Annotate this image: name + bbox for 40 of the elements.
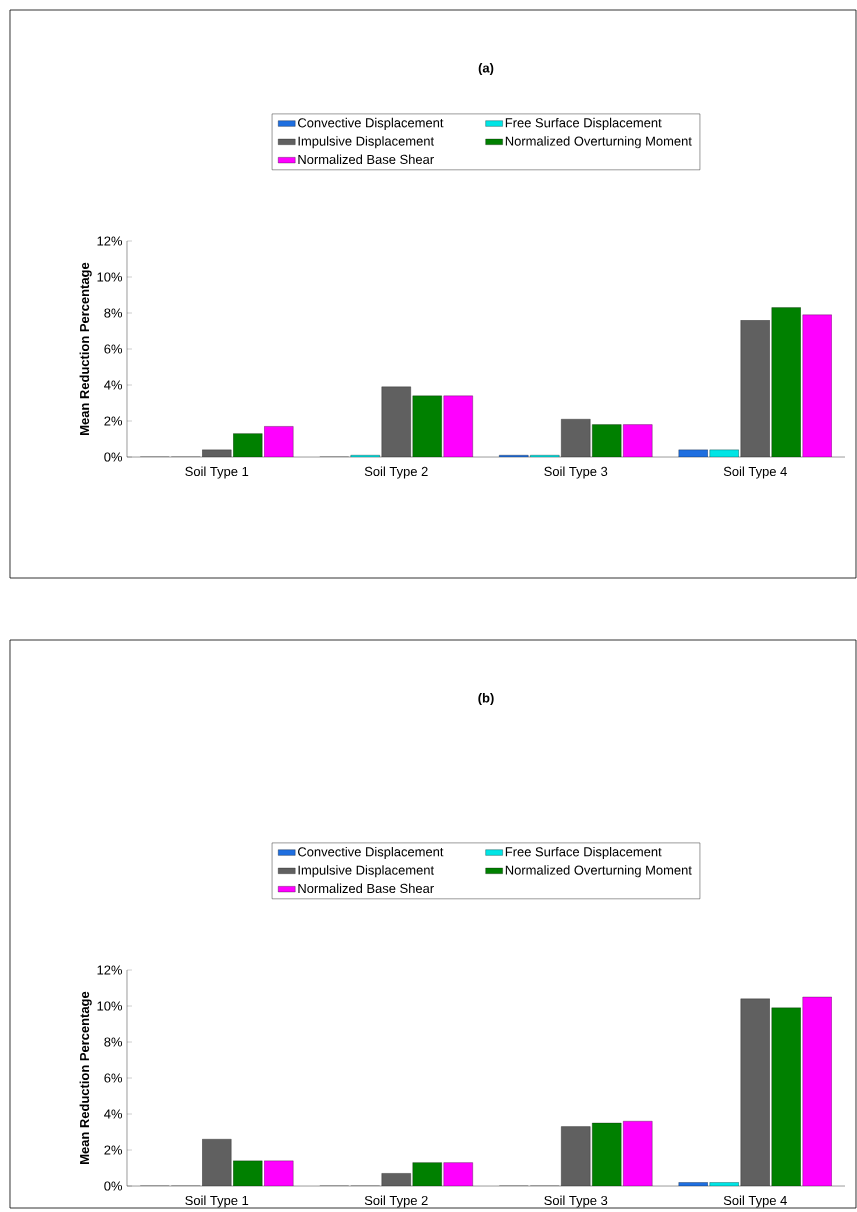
y-tick-label: 12% (97, 236, 123, 246)
x-tick-label: Soil Type 4 (723, 1195, 787, 1208)
chart-title: (b) (478, 693, 494, 706)
y-tick-label: 0% (104, 452, 123, 462)
y-tick-label: 2% (104, 416, 123, 426)
legend-label: Free Surface Displacement (505, 117, 662, 130)
y-tick-label: 6% (104, 344, 123, 354)
legend-label: Normalized Base Shear (298, 154, 434, 165)
legend-label: Normalized Base Shear (298, 883, 434, 894)
x-tick-label: Soil Type 3 (544, 1195, 608, 1208)
legend-label: Normalized Overturning Moment (505, 136, 692, 149)
y-tick-label: 12% (97, 965, 123, 975)
legend-label: Free Surface Displacement (505, 846, 662, 859)
legend-label: Impulsive Displacement (298, 136, 434, 149)
y-tick-label: 8% (104, 1037, 123, 1047)
bar (623, 1121, 653, 1187)
y-axis-title: Mean Reduction Percentage (79, 991, 92, 1164)
y-tick-label: 8% (104, 308, 123, 318)
x-tick-label: Soil Type 4 (723, 466, 787, 479)
chart-title: (a) (478, 62, 494, 76)
bar (802, 996, 832, 1187)
y-tick-label: 2% (104, 1145, 123, 1155)
y-axis-title: Mean Reduction Percentage (79, 262, 92, 435)
legend-label: Normalized Overturning Moment (505, 865, 692, 878)
x-tick-label: Soil Type 3 (544, 466, 608, 479)
legend-label: Impulsive Displacement (298, 865, 434, 878)
y-tick-label: 4% (104, 380, 123, 390)
x-tick-label: Soil Type 2 (364, 1195, 428, 1208)
y-tick-label: 10% (97, 272, 123, 282)
legend-label: Convective Displacement (298, 846, 444, 859)
x-tick-label: Soil Type 1 (185, 466, 249, 479)
y-tick-label: 4% (104, 1109, 123, 1119)
x-tick-label: Soil Type 2 (364, 466, 428, 479)
bar (443, 1162, 473, 1187)
legend-label: Convective Displacement (298, 117, 444, 130)
y-tick-label: 0% (104, 1181, 123, 1191)
y-tick-label: 6% (104, 1073, 123, 1083)
bar (264, 1160, 294, 1187)
y-tick-label: 10% (97, 1001, 123, 1011)
x-tick-label: Soil Type 1 (185, 1195, 249, 1208)
